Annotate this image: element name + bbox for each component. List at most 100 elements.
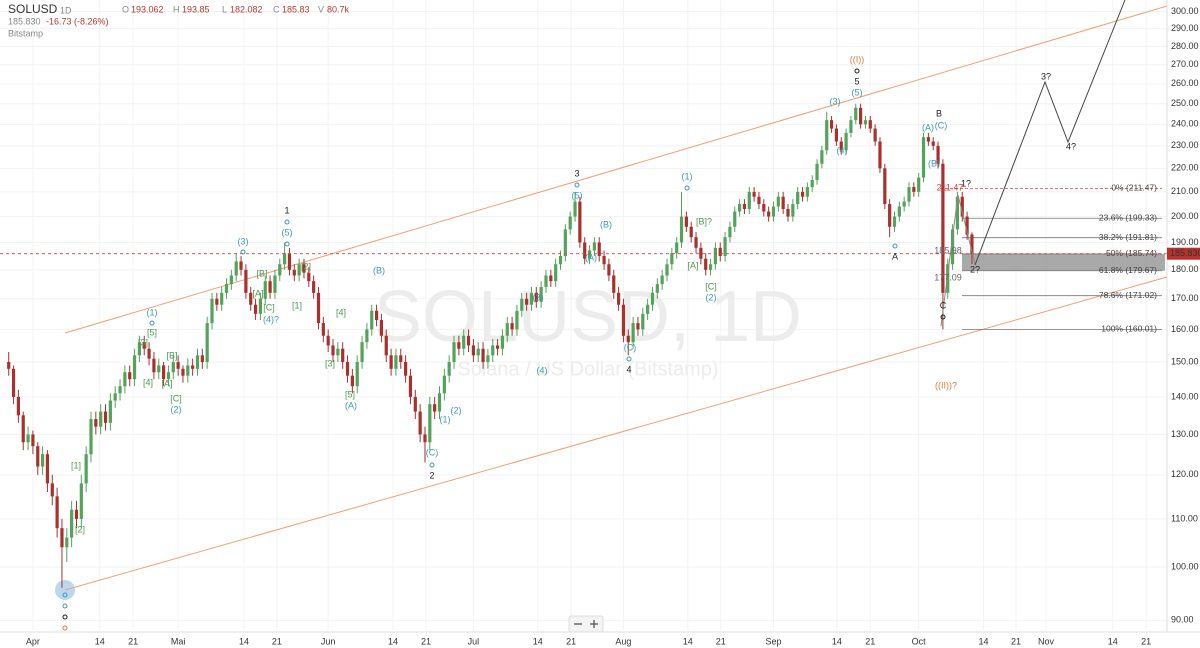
candle-body (191, 365, 195, 369)
candle-body (684, 216, 688, 227)
fib-label: 100% (160.01) (1101, 324, 1157, 334)
wave-label: 3? (1041, 71, 1051, 81)
wave-label: (B) (373, 265, 385, 275)
x-tick-label: Jul (468, 636, 480, 646)
candle-body (655, 284, 659, 293)
candle-body (796, 191, 800, 205)
candle-body (365, 329, 369, 343)
candle-body (708, 264, 713, 270)
wave-label: (3) (533, 292, 544, 302)
wave-label: (5) (852, 87, 863, 97)
wave-label: [2] (75, 524, 85, 534)
candle-body (931, 141, 935, 146)
candle-body (389, 355, 393, 369)
candle-body (152, 358, 156, 373)
candle-body (534, 292, 538, 302)
candle-body (302, 264, 306, 273)
wave-label: (B) (600, 219, 612, 229)
candle-body (26, 434, 30, 443)
wave-label: (1) (147, 307, 158, 317)
candle-body (404, 362, 408, 376)
candle-body (157, 365, 161, 373)
wave-label: (4) (837, 145, 848, 155)
candle-body (249, 292, 253, 305)
candle-body (544, 275, 548, 287)
wave-label: (C) (426, 447, 439, 457)
candle-body (7, 362, 11, 369)
candle-body (621, 304, 626, 336)
candle-body (854, 107, 858, 121)
candle-body (273, 275, 277, 293)
candle-body (665, 264, 669, 276)
candle-body (960, 196, 964, 217)
candle-body (791, 204, 795, 217)
y-tick-label: 180.00 (1171, 264, 1199, 274)
candle-body (287, 253, 292, 270)
marker (62, 603, 68, 609)
wave-label: 185.98 (934, 245, 962, 255)
wave-label: (A) (345, 400, 357, 410)
marker (892, 243, 898, 249)
wave-label: 3 (574, 168, 579, 178)
candle-body (849, 120, 853, 133)
candle-body (452, 342, 456, 363)
candle-body (113, 393, 117, 401)
last-price: 185.830 (8, 16, 41, 26)
candle-body (592, 242, 596, 251)
wave-label: [B]? (696, 216, 712, 226)
candle-body (137, 342, 142, 356)
candle-body (825, 120, 829, 151)
candle-body (268, 281, 272, 293)
candle-body (868, 120, 872, 129)
candle-body (491, 345, 495, 356)
wave-label: [2] (301, 261, 311, 271)
candle-body (350, 375, 354, 387)
candle-body (253, 304, 258, 314)
candle-body (897, 206, 901, 217)
watermark-title: SOLUSD, 1D (374, 277, 802, 357)
x-tick-label: Jun (321, 636, 336, 646)
y-tick-label: 90.00 (1171, 615, 1194, 625)
candle-body (399, 355, 403, 363)
candle-body (844, 132, 848, 151)
candle-body (65, 537, 69, 548)
candle-body (220, 292, 224, 305)
candle-body (921, 137, 926, 178)
close-label: C (273, 4, 280, 14)
y-tick-label: 170.00 (1171, 293, 1199, 303)
candle-body (200, 355, 204, 363)
candle-body (815, 163, 819, 180)
candle-body (510, 323, 514, 330)
candle-body (316, 292, 321, 324)
candle-body (641, 313, 645, 330)
wave-label: 177.09 (934, 272, 962, 282)
candle-body (558, 255, 563, 265)
candle-body (292, 269, 296, 276)
wave-label: 4? (1066, 141, 1076, 151)
candle-body (239, 261, 243, 270)
candle-body (476, 348, 480, 356)
wave-label: (A) (585, 252, 597, 262)
candle-body (713, 247, 717, 265)
x-tick-label: Nov (1038, 636, 1055, 646)
y-tick-label: 200.00 (1171, 211, 1199, 221)
candle-body (128, 372, 132, 380)
marker (62, 625, 68, 631)
fib-label: 50% (185.74) (1106, 248, 1157, 258)
candle-body (723, 237, 727, 256)
price-axis (1167, 0, 1200, 648)
candle-body (60, 528, 64, 548)
marker (240, 249, 246, 255)
candle-body (941, 163, 945, 293)
marker (684, 185, 690, 191)
y-tick-label: 290.00 (1171, 23, 1199, 33)
last-price-label: 185.830 (1170, 248, 1200, 258)
candle-body (142, 342, 146, 349)
zoom-in[interactable] (590, 620, 598, 628)
candle-body (166, 372, 171, 380)
candle-body (418, 411, 422, 435)
wave-label: [4] (336, 307, 346, 317)
candle-body (892, 216, 897, 227)
candle-body (321, 323, 325, 336)
candle-body (433, 404, 437, 412)
